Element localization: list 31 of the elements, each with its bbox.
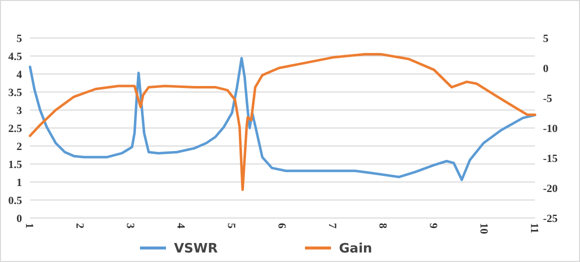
y2-tick-label: 0 <box>543 62 549 75</box>
y-tick-label: 3.5 <box>8 86 22 99</box>
y-tick-label: 2.5 <box>8 122 22 135</box>
x-tick-label: 6 <box>276 223 288 229</box>
y-tick-label: 4 <box>16 68 22 81</box>
x-tick-label: 8 <box>376 223 389 229</box>
y-tick-label: 0 <box>16 212 22 225</box>
y2-tick-label: -5 <box>543 92 553 105</box>
y-tick-label: 5 <box>16 32 22 45</box>
y-tick-label: 3 <box>16 104 22 117</box>
y-tick-label: 1.5 <box>8 158 22 171</box>
x-tick-label: 10 <box>478 223 490 234</box>
y-tick-label: 4.5 <box>8 50 22 63</box>
x-tick-label: 9 <box>427 223 440 229</box>
x-tick-label: 1 <box>23 223 36 228</box>
x-tick-label: 7 <box>326 223 338 229</box>
y2-tick-label: -25 <box>543 212 558 225</box>
x-tick-label: 5 <box>225 223 238 229</box>
y2-tick-label: -15 <box>543 152 558 165</box>
y2-tick-label: 5 <box>543 32 549 45</box>
y-tick-label: 0.5 <box>8 194 22 207</box>
x-tick-label: 11 <box>528 223 540 234</box>
x-tick-label: 3 <box>124 223 136 229</box>
y2-tick-label: -10 <box>543 122 558 135</box>
y2-tick-label: -20 <box>543 182 558 195</box>
legend-label: VSWR <box>174 242 218 257</box>
x-tick-label: 4 <box>174 223 187 229</box>
y-tick-label: 1 <box>16 176 22 189</box>
legend-label: Gain <box>339 242 372 257</box>
x-tick-label: 2 <box>74 223 86 229</box>
y-tick-label: 2 <box>16 140 22 153</box>
